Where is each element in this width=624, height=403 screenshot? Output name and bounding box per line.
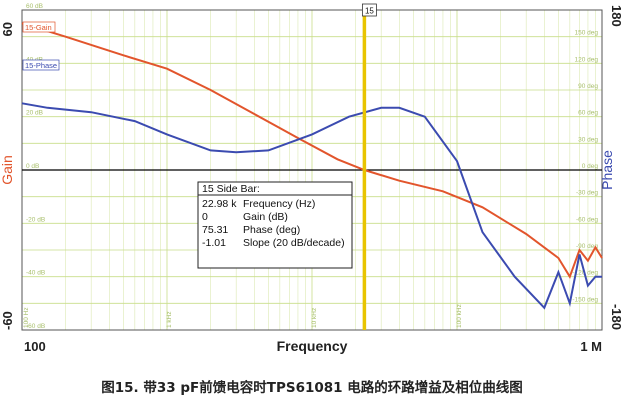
grid-freq-label: 100 kHz <box>456 304 463 328</box>
grid-deg-label: 0 deg <box>582 163 599 170</box>
grid-deg-label: 120 deg <box>575 56 599 63</box>
grid-freq-label: 100 Hz <box>23 307 30 328</box>
grid-deg-label: -90 deg <box>576 243 598 250</box>
grid-deg-label: -30 deg <box>576 190 598 197</box>
cursor-tag-label: 15 <box>365 7 374 16</box>
legend-phase: 15-Phase <box>22 59 60 71</box>
phase-series-line <box>21 102 602 310</box>
y-right-min: -180 <box>609 304 624 330</box>
grid-db-label: 20 dB <box>26 110 43 117</box>
side-bar-title: 15 Side Bar: <box>202 183 260 195</box>
x-max-label: 1 M <box>580 339 602 354</box>
side-bar-row-value: 0 <box>202 211 208 223</box>
grid-db-label: -20 dB <box>26 216 45 223</box>
grid-deg-label: 90 deg <box>578 83 598 90</box>
grid-deg-label: 30 deg <box>578 136 598 143</box>
grid-deg-label: -150 deg <box>572 296 598 303</box>
side-bar-row-label: Frequency (Hz) <box>243 198 315 210</box>
side-bar-row-label: Gain (dB) <box>243 211 288 223</box>
cursor-tag <box>361 3 377 17</box>
y-right-axis-title: Phase <box>599 150 615 190</box>
grid-db-label: -40 dB <box>26 270 45 277</box>
legend-gain-label: 15-Gain <box>25 23 52 32</box>
grid-db-label: 60 dB <box>26 3 43 10</box>
legend-gain: 15-Gain <box>22 21 56 33</box>
side-bar-row-value: -1.01 <box>202 237 226 249</box>
side-bar-row-value: 22.98 k <box>202 198 237 210</box>
x-axis-title: Frequency <box>277 338 348 354</box>
figure-caption: 图15. 带33 pF前馈电容时TPS61081 电路的环路增益及相位曲线图 <box>101 380 523 396</box>
y-left-min: -60 <box>0 311 15 330</box>
grid-freq-label: 10 kHz <box>311 308 318 328</box>
y-left-axis-title: Gain <box>0 155 15 185</box>
side-bar-row-label: Slope (20 dB/decade) <box>243 237 345 249</box>
x-min-label: 100 <box>24 339 46 354</box>
grid-db-label: 0 dB <box>26 163 39 170</box>
legend-phase-label: 15-Phase <box>25 61 57 70</box>
grid-deg-label: 150 deg <box>575 30 599 37</box>
y-right-max: 180 <box>609 5 624 27</box>
side-bar-readout: 15 Side Bar: 22.98 k Frequency (Hz) 0 Ga… <box>197 181 353 269</box>
side-bar-row-label: Phase (deg) <box>243 224 300 236</box>
y-left-max: 60 <box>0 22 15 36</box>
gain-series-line <box>21 22 603 279</box>
grid-deg-label: 60 deg <box>578 110 598 117</box>
grid-deg-label: -60 deg <box>576 216 598 223</box>
side-bar-row-value: 75.31 <box>202 224 228 236</box>
grid-freq-label: 1 kHz <box>166 311 173 328</box>
grid-db-label: -60 dB <box>26 323 45 330</box>
